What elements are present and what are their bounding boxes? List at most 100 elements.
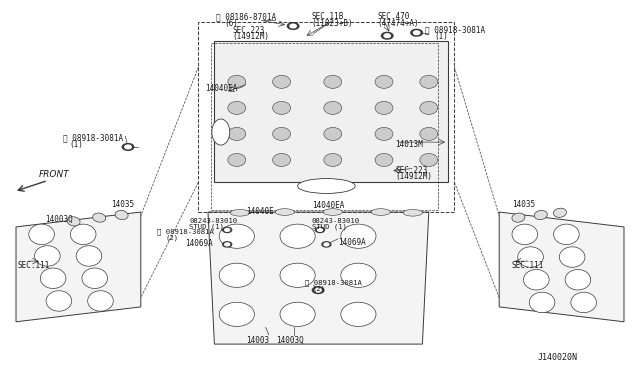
Text: 14003Q: 14003Q [276, 336, 304, 344]
Ellipse shape [375, 128, 393, 141]
Ellipse shape [212, 119, 230, 145]
Circle shape [316, 227, 324, 232]
Text: 14013M: 14013M [396, 140, 423, 148]
Text: 14003Q: 14003Q [45, 215, 72, 224]
Text: 14035: 14035 [111, 200, 134, 209]
Bar [198, 22, 454, 212]
Ellipse shape [280, 224, 315, 248]
Text: 14040EA: 14040EA [205, 84, 237, 93]
Text: Ⓜ 08186-8701A: Ⓜ 08186-8701A [216, 12, 276, 21]
Ellipse shape [324, 154, 342, 167]
Ellipse shape [534, 211, 547, 219]
Text: (14912M): (14912M) [232, 32, 269, 41]
Circle shape [384, 34, 390, 38]
Text: Ⓜ 08918-3081A: Ⓜ 08918-3081A [305, 280, 362, 286]
Text: (11823+B): (11823+B) [311, 19, 353, 28]
Ellipse shape [219, 263, 255, 287]
Circle shape [122, 144, 134, 150]
Ellipse shape [70, 224, 96, 245]
Ellipse shape [375, 102, 393, 115]
Text: 08243-83010: 08243-83010 [312, 218, 360, 224]
Ellipse shape [29, 224, 54, 245]
Ellipse shape [298, 179, 355, 193]
Text: SEC.111: SEC.111 [512, 261, 545, 270]
Ellipse shape [280, 263, 315, 287]
Ellipse shape [324, 102, 342, 115]
Circle shape [223, 242, 232, 247]
Circle shape [322, 242, 331, 247]
Ellipse shape [512, 224, 538, 245]
Ellipse shape [219, 224, 255, 248]
Ellipse shape [280, 302, 315, 327]
Text: STUD (1): STUD (1) [312, 223, 347, 230]
Ellipse shape [273, 128, 291, 141]
Ellipse shape [371, 209, 390, 215]
Ellipse shape [93, 213, 106, 222]
Text: 08243-83010: 08243-83010 [189, 218, 237, 224]
Text: SEC.223: SEC.223 [232, 26, 265, 35]
Ellipse shape [554, 208, 566, 217]
Ellipse shape [88, 291, 113, 311]
Circle shape [324, 243, 329, 246]
Circle shape [312, 287, 324, 294]
Ellipse shape [40, 268, 66, 289]
Ellipse shape [82, 268, 108, 289]
Ellipse shape [341, 263, 376, 287]
Ellipse shape [524, 269, 549, 290]
Ellipse shape [228, 102, 246, 115]
Ellipse shape [273, 102, 291, 115]
Ellipse shape [76, 246, 102, 266]
Circle shape [290, 24, 296, 28]
Text: (1): (1) [434, 32, 448, 41]
Ellipse shape [46, 291, 72, 311]
Ellipse shape [324, 128, 342, 141]
Ellipse shape [230, 209, 250, 216]
Ellipse shape [323, 209, 342, 215]
Ellipse shape [273, 154, 291, 167]
Text: Ⓜ 08918-3081A: Ⓜ 08918-3081A [425, 25, 485, 34]
Text: SEC.111: SEC.111 [18, 261, 51, 270]
Ellipse shape [559, 247, 585, 267]
Ellipse shape [420, 75, 438, 89]
Text: SEC.223: SEC.223 [396, 166, 428, 174]
Bar [211, 43, 438, 210]
Ellipse shape [275, 209, 294, 215]
Circle shape [225, 243, 230, 246]
Circle shape [381, 32, 393, 39]
Text: SEC.11B: SEC.11B [311, 12, 344, 21]
Circle shape [411, 29, 422, 36]
Text: (14912M): (14912M) [396, 172, 433, 181]
Ellipse shape [341, 224, 376, 248]
Ellipse shape [375, 154, 393, 167]
Ellipse shape [219, 302, 255, 327]
Ellipse shape [529, 292, 555, 312]
Text: 14069A: 14069A [338, 238, 365, 247]
Ellipse shape [67, 217, 80, 226]
Circle shape [317, 228, 323, 231]
Text: (1): (1) [69, 140, 83, 148]
Ellipse shape [228, 128, 246, 141]
Ellipse shape [35, 246, 60, 266]
Text: STUD (1): STUD (1) [189, 223, 225, 230]
Ellipse shape [375, 75, 393, 89]
Ellipse shape [571, 292, 596, 312]
Text: 14069A: 14069A [186, 239, 213, 248]
Ellipse shape [273, 75, 291, 89]
Ellipse shape [228, 75, 246, 89]
Text: Ⓜ 08918-3081A: Ⓜ 08918-3081A [157, 229, 214, 235]
Text: (6): (6) [224, 19, 238, 28]
Ellipse shape [512, 213, 525, 222]
Text: SEC.470: SEC.470 [378, 12, 410, 21]
Text: 14035: 14035 [512, 200, 535, 209]
Text: (47474+A): (47474+A) [378, 19, 419, 28]
Text: Ⓜ 08918-3081A: Ⓜ 08918-3081A [63, 133, 123, 142]
Ellipse shape [420, 154, 438, 167]
Ellipse shape [554, 224, 579, 245]
Text: 14003: 14003 [246, 336, 269, 344]
Polygon shape [16, 212, 141, 322]
Ellipse shape [324, 75, 342, 89]
Ellipse shape [565, 269, 591, 290]
Circle shape [315, 288, 321, 292]
Ellipse shape [115, 211, 128, 219]
Text: FRONT: FRONT [38, 170, 69, 179]
